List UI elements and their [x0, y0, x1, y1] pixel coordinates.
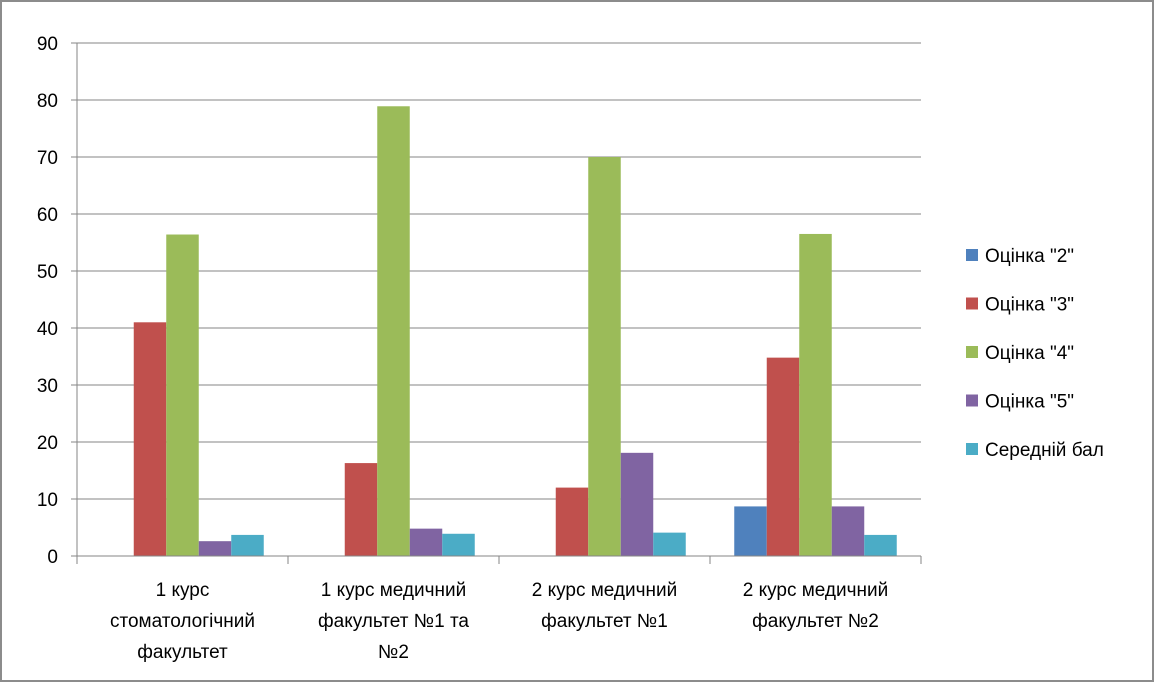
- y-tick-label: 10: [37, 490, 58, 511]
- legend-swatch: [966, 249, 978, 261]
- y-tick-labels: 0 10 20 30 40 50 60 70 80 90: [37, 34, 58, 568]
- legend-label: Оцінка "2": [985, 246, 1074, 267]
- bar: [442, 533, 475, 556]
- bar: [133, 322, 167, 556]
- x-category-label: 2 курс медичний: [532, 580, 678, 601]
- x-category-label: стоматологічний: [110, 611, 255, 632]
- bar: [831, 506, 865, 556]
- x-category-label: 1 курс: [156, 580, 210, 601]
- x-category-label: 1 курс медичний: [321, 580, 467, 601]
- bar: [864, 534, 897, 556]
- bar: [734, 506, 767, 556]
- legend-label: Оцінка "5": [985, 392, 1074, 413]
- x-category-label: факультет: [137, 642, 228, 663]
- bar: [231, 534, 264, 556]
- x-category-label: 2 курс медичний: [743, 580, 889, 601]
- y-tick-label: 40: [37, 319, 58, 340]
- legend-label: Оцінка "4": [985, 343, 1074, 364]
- bar: [377, 106, 410, 557]
- legend: Оцінка "2" Оцінка "3" Оцінка "4" Оцінка "5"…: [966, 246, 1104, 461]
- x-category-label: факультет №2: [752, 611, 879, 632]
- x-category-label: факультет №1: [541, 611, 668, 632]
- x-category-label: факультет №1 та: [318, 611, 469, 632]
- legend-swatch: [966, 394, 978, 407]
- bar: [166, 234, 199, 556]
- y-tick-label: 50: [37, 262, 58, 283]
- legend-label: Середній бал: [985, 440, 1104, 461]
- bar: [799, 233, 832, 556]
- x-category-labels: 1 курс стоматологічний факультет 1 курс мед…: [110, 580, 888, 663]
- y-tick-label: 70: [37, 148, 58, 169]
- y-tick-label: 20: [37, 433, 58, 454]
- y-tick-label: 60: [37, 205, 58, 226]
- bar: [555, 487, 589, 556]
- bar: [344, 463, 378, 556]
- legend-swatch: [966, 443, 978, 455]
- bar: [588, 157, 621, 556]
- bar: [409, 528, 443, 556]
- y-tick-label: 30: [37, 376, 58, 397]
- y-tick-label: 90: [37, 34, 58, 55]
- y-tick-label: 0: [47, 547, 58, 568]
- bar: [198, 541, 232, 556]
- bars: [133, 106, 897, 557]
- bar: [766, 357, 800, 556]
- x-category-label: №2: [378, 642, 409, 663]
- bar: [653, 532, 686, 556]
- legend-label: Оцінка "3": [985, 295, 1074, 316]
- bar: [620, 452, 654, 556]
- y-tick-label: 80: [37, 91, 58, 112]
- axes: [71, 43, 922, 564]
- legend-swatch: [966, 346, 978, 358]
- legend-swatch: [966, 297, 978, 310]
